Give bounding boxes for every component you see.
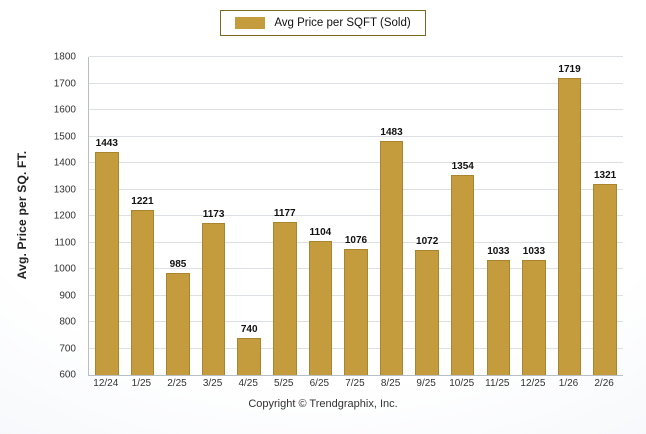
bar-slot: 1104 xyxy=(303,57,339,375)
bar-value-label: 740 xyxy=(240,323,258,335)
y-tick-label: 1200 xyxy=(53,210,76,222)
x-tick-label: 8/25 xyxy=(380,378,401,389)
plot-area: 1443 1221 985 1173 740 1177 1104 1076 1483 1072 13… xyxy=(88,56,623,376)
gridline xyxy=(89,56,623,57)
bar-slot: 1177 xyxy=(267,57,303,375)
y-axis: 600 700 800 900 1000 1100 1200 1300 1400 1500 1600… xyxy=(40,52,82,381)
gridline xyxy=(89,82,623,84)
bar-value-label: 1072 xyxy=(416,235,439,247)
y-tick-label: 900 xyxy=(59,290,76,301)
x-tick-label: 11/25 xyxy=(485,378,510,389)
y-tick-label: 1500 xyxy=(53,131,76,142)
y-tick-label: 1100 xyxy=(54,237,76,248)
y-tick-label: 600 xyxy=(59,369,76,381)
y-tick-label: 1300 xyxy=(53,184,76,195)
bar-value-label: 1076 xyxy=(344,234,368,246)
x-tick-label: 2/26 xyxy=(594,378,614,389)
x-tick-label: 3/25 xyxy=(202,378,223,389)
bar xyxy=(201,223,226,375)
x-tick-label: 2/25 xyxy=(167,378,187,389)
x-tick-label: 6/25 xyxy=(309,378,330,389)
gridline xyxy=(89,135,623,137)
y-tick-label: 1400 xyxy=(53,157,76,169)
gridline xyxy=(89,188,623,190)
x-tick-label: 1/26 xyxy=(558,378,579,389)
legend: Avg Price per SQFT (Sold) xyxy=(0,10,646,36)
y-tick-label: 700 xyxy=(59,343,76,354)
bar-value-label: 1033 xyxy=(487,246,510,258)
bar-value-label: 1483 xyxy=(380,127,403,139)
bar xyxy=(486,260,511,375)
bar xyxy=(557,78,582,375)
bar-value-label: 1719 xyxy=(558,64,581,76)
bar-value-label: 985 xyxy=(169,258,187,270)
bar-slot: 1076 xyxy=(338,57,374,375)
x-tick-label: 12/24 xyxy=(93,378,119,389)
bar-value-label: 1173 xyxy=(202,209,225,221)
bar xyxy=(308,241,333,375)
legend-label: Avg Price per SQFT (Sold) xyxy=(274,17,411,29)
y-tick-label: 1800 xyxy=(53,51,76,63)
x-tick-label: 1/25 xyxy=(131,378,152,389)
bar-value-label: 1443 xyxy=(95,137,118,149)
bar-slot: 740 xyxy=(231,57,267,375)
x-tick-label: 12/25 xyxy=(520,378,546,389)
bar-value-label: 1354 xyxy=(451,161,474,173)
x-tick-label: 9/25 xyxy=(416,378,436,389)
bar-slot: 1321 xyxy=(587,57,623,375)
bar xyxy=(344,248,368,375)
bar xyxy=(130,210,155,375)
bar xyxy=(450,175,475,375)
bar xyxy=(593,183,617,375)
gridline xyxy=(89,241,623,243)
legend-swatch xyxy=(235,17,266,29)
bar-slot: 985 xyxy=(160,57,196,375)
bar-slot: 1173 xyxy=(196,57,232,375)
bar-slot: 1354 xyxy=(445,57,481,375)
y-tick-label: 1700 xyxy=(53,78,76,89)
x-tick-label: 5/25 xyxy=(274,378,294,389)
bar-slot: 1483 xyxy=(374,57,410,375)
copyright-text: Copyright © Trendgraphix, Inc. xyxy=(248,398,398,410)
bar xyxy=(522,260,546,375)
bar-value-label: 1221 xyxy=(131,196,154,208)
bar-slot: 1221 xyxy=(125,57,161,375)
bar-value-label: 1321 xyxy=(593,169,617,181)
bar-slot: 1033 xyxy=(481,57,517,375)
y-axis-title: Avg. Price per SQ. FT. xyxy=(15,150,29,280)
bar xyxy=(379,141,404,375)
x-axis: 12/24 1/25 2/25 3/25 4/25 5/25 6/25 7/25 8/25 9/2… xyxy=(88,378,622,389)
bar-value-label: 1104 xyxy=(309,227,332,239)
y-tick-label: 1600 xyxy=(53,104,76,116)
bar-slot: 1719 xyxy=(552,57,588,375)
bars-container: 1443 1221 985 1173 740 1177 1104 1076 1483 1072 13… xyxy=(89,57,623,375)
bar xyxy=(166,272,190,375)
bar xyxy=(415,249,439,375)
x-tick-label: 10/25 xyxy=(449,378,475,389)
bar xyxy=(95,151,119,375)
bar-value-label: 1033 xyxy=(522,246,546,258)
gridline xyxy=(89,215,623,216)
bar-slot: 1072 xyxy=(409,57,445,375)
bar xyxy=(273,222,297,375)
bar-slot: 1033 xyxy=(516,57,552,375)
bar xyxy=(237,337,261,375)
gridline xyxy=(89,162,623,163)
bar-value-label: 1177 xyxy=(273,208,296,220)
gridline xyxy=(89,109,623,110)
x-tick-label: 4/25 xyxy=(238,378,258,389)
legend-box: Avg Price per SQFT (Sold) xyxy=(220,10,426,36)
y-tick-label: 800 xyxy=(59,316,76,328)
x-tick-label: 7/25 xyxy=(345,378,365,389)
bar-slot: 1443 xyxy=(89,57,125,375)
y-tick-label: 1000 xyxy=(53,263,76,275)
